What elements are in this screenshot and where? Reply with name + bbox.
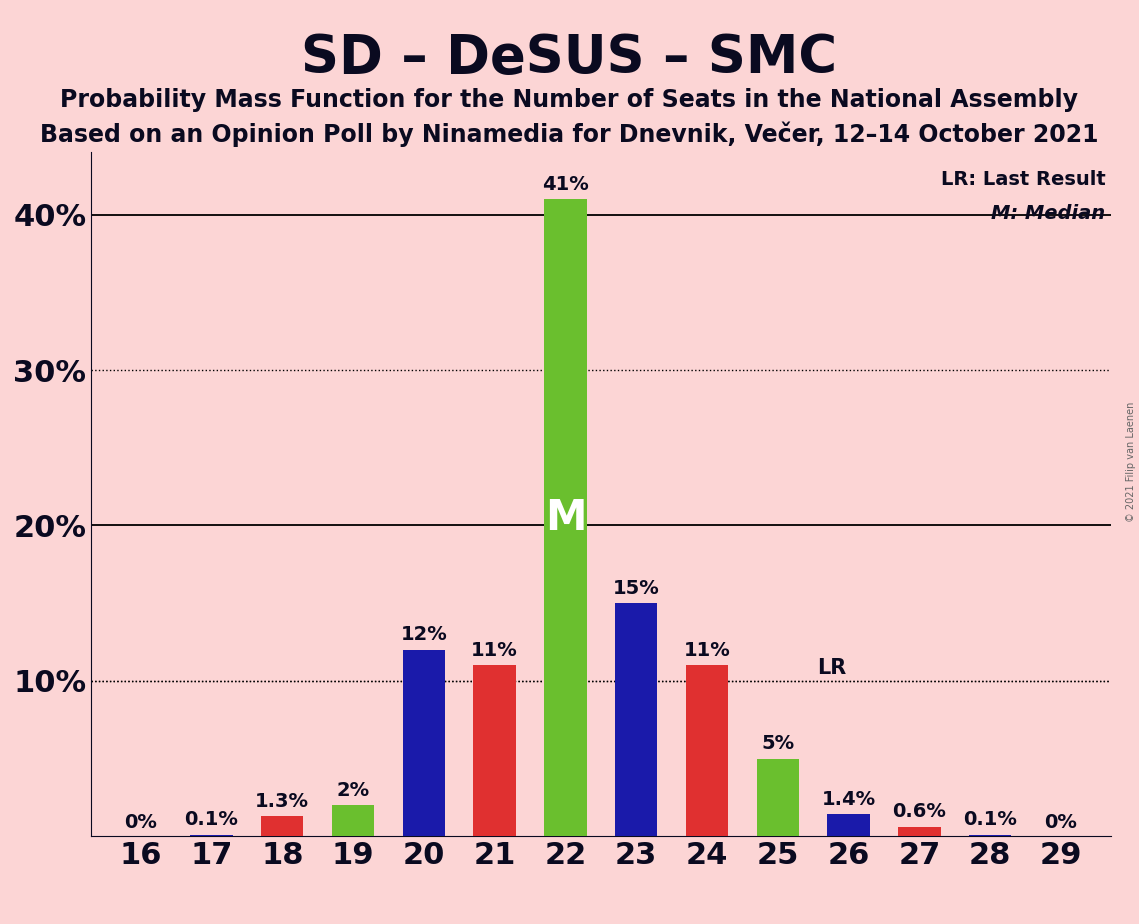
Text: 0.6%: 0.6% <box>893 802 947 821</box>
Bar <box>331 805 375 836</box>
Text: 1.4%: 1.4% <box>821 790 876 809</box>
Text: 12%: 12% <box>401 626 448 644</box>
Text: 0%: 0% <box>124 813 157 833</box>
Text: LR: LR <box>817 658 846 677</box>
Text: 11%: 11% <box>683 641 730 660</box>
Bar <box>827 814 870 836</box>
Text: 2%: 2% <box>336 781 370 799</box>
Text: 11%: 11% <box>472 641 518 660</box>
Text: Based on an Opinion Poll by Ninamedia for Dnevnik, Večer, 12–14 October 2021: Based on an Opinion Poll by Ninamedia fo… <box>40 122 1099 148</box>
Bar <box>969 834 1011 836</box>
Bar <box>544 199 587 836</box>
Bar <box>899 827 941 836</box>
Text: 0.1%: 0.1% <box>185 810 238 829</box>
Text: 0.1%: 0.1% <box>964 810 1017 829</box>
Bar <box>190 834 232 836</box>
Text: 15%: 15% <box>613 578 659 598</box>
Bar <box>686 665 728 836</box>
Text: LR: Last Result: LR: Last Result <box>941 170 1106 188</box>
Text: Probability Mass Function for the Number of Seats in the National Assembly: Probability Mass Function for the Number… <box>60 88 1079 112</box>
Text: © 2021 Filip van Laenen: © 2021 Filip van Laenen <box>1126 402 1136 522</box>
Bar <box>474 665 516 836</box>
Bar <box>402 650 445 836</box>
Text: M: Median: M: Median <box>991 203 1106 223</box>
Bar <box>261 816 303 836</box>
Text: M: M <box>544 497 587 539</box>
Text: 5%: 5% <box>761 734 794 753</box>
Text: SD – DeSUS – SMC: SD – DeSUS – SMC <box>302 32 837 84</box>
Text: 41%: 41% <box>542 175 589 194</box>
Text: 0%: 0% <box>1044 813 1077 833</box>
Bar <box>615 603 657 836</box>
Text: 1.3%: 1.3% <box>255 792 310 810</box>
Bar <box>756 759 800 836</box>
